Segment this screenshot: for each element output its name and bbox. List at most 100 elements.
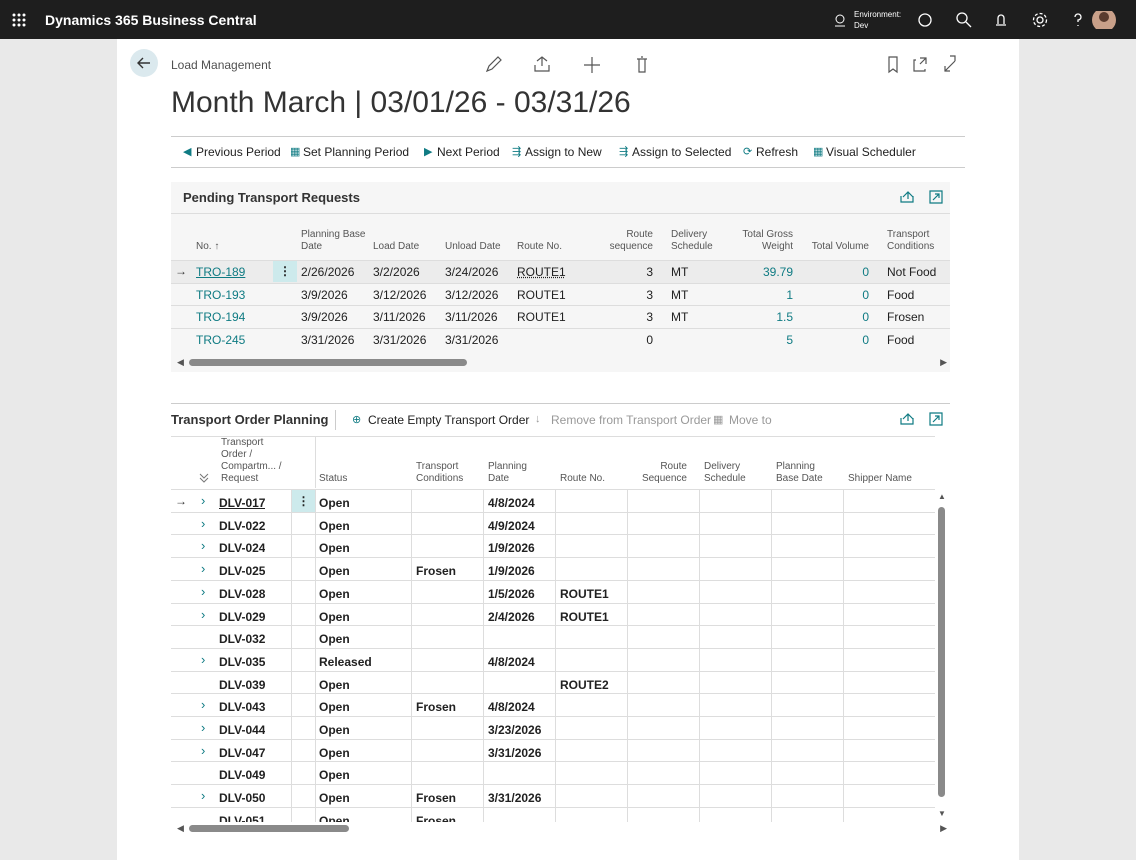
cell-border — [699, 558, 700, 582]
column-header: Planning Base Date — [301, 229, 366, 252]
cell-border — [315, 717, 316, 740]
row — [171, 282, 950, 306]
collapse-all[interactable] — [198, 472, 210, 484]
cell[interactable]: TRO-189 — [196, 265, 246, 279]
cell[interactable]: DLV-044 — [219, 723, 266, 737]
cell: 1/5/2026 — [488, 586, 535, 601]
cell: Food — [887, 333, 915, 348]
app-launcher[interactable] — [12, 13, 26, 27]
v-scrollbar[interactable]: ▲ ▼ — [938, 492, 946, 818]
cell-border — [315, 694, 316, 718]
cell-border — [315, 512, 316, 536]
cell: 1/9/2026 — [488, 541, 535, 556]
expand-toggle[interactable]: › — [201, 515, 206, 531]
column-header: Planning Base Date — [776, 461, 823, 484]
cell[interactable]: TRO-194 — [196, 310, 246, 325]
cell[interactable]: DLV-025 — [219, 564, 266, 579]
cell-border — [315, 626, 316, 650]
action-button[interactable]: Next Period — [437, 145, 500, 159]
page-toolbar[interactable] — [484, 55, 964, 75]
cell: Open — [319, 813, 350, 822]
divider — [171, 136, 965, 137]
h-scrollbar[interactable]: ◀ ▶ — [177, 823, 947, 833]
cell: 0 — [862, 287, 869, 302]
cell[interactable]: DLV-050 — [219, 791, 266, 806]
page-title: Month March | 03/01/26 - 03/31/26 — [171, 86, 631, 119]
action-button[interactable]: Assign to Selected — [632, 145, 732, 159]
cell-border — [483, 580, 484, 604]
row: › DLV-029 Open 2/4/2026 ROUTE1 — [171, 602, 935, 627]
divider — [171, 403, 950, 404]
cell[interactable]: DLV-028 — [219, 586, 266, 601]
row-menu[interactable]: ⋮ — [273, 261, 297, 282]
action-button[interactable]: Create Empty Transport Order — [368, 413, 530, 427]
cell: 3/31/2026 — [373, 333, 427, 348]
cell-border — [555, 512, 556, 536]
cell-border — [411, 626, 412, 650]
part-actions[interactable] — [898, 188, 948, 206]
cell[interactable]: TRO-193 — [196, 287, 246, 302]
expand-toggle[interactable]: › — [201, 720, 206, 735]
cell[interactable]: DLV-047 — [219, 745, 266, 760]
cell-border — [699, 671, 700, 695]
expand-toggle[interactable]: › — [201, 561, 206, 577]
cell[interactable]: DLV-024 — [219, 541, 266, 556]
cell: 3/24/2026 — [445, 265, 499, 279]
action-button[interactable]: Previous Period — [196, 145, 281, 159]
expand-toggle[interactable]: › — [201, 788, 206, 804]
expand-toggle[interactable]: › — [201, 606, 206, 622]
column-header: Status — [319, 473, 348, 484]
expand-toggle[interactable]: › — [201, 538, 206, 554]
cell[interactable]: DLV-035 — [219, 654, 266, 669]
cell: 3/31/2026 — [488, 791, 542, 806]
h-scrollbar[interactable]: ◀ ▶ — [177, 357, 947, 367]
cell: 1.5 — [776, 310, 793, 325]
back-button[interactable] — [130, 49, 160, 79]
cell-border — [291, 626, 292, 650]
cell: Open — [319, 496, 350, 510]
cell[interactable]: DLV-049 — [219, 768, 266, 783]
expand-toggle[interactable]: › — [201, 742, 206, 758]
expand-toggle[interactable]: › — [201, 697, 206, 713]
app-bar-icons[interactable] — [916, 11, 1116, 29]
cell[interactable]: DLV-022 — [219, 518, 266, 533]
cell-border — [843, 535, 844, 559]
expand-toggle[interactable]: › — [201, 651, 206, 667]
action-button[interactable]: Visual Scheduler — [826, 145, 916, 159]
action-button[interactable]: Set Planning Period — [303, 145, 410, 159]
cell-border — [843, 580, 844, 604]
env-icon — [835, 14, 845, 27]
expand-toggle[interactable]: › — [201, 493, 206, 508]
cell: 3/11/2026 — [373, 310, 426, 325]
cell-border — [555, 717, 556, 740]
row-indicator: → — [175, 494, 187, 508]
row: DLV-049 Open — [171, 761, 935, 786]
action-button[interactable]: Assign to New — [525, 145, 602, 159]
action-button[interactable]: Move to — [729, 413, 772, 427]
row-menu[interactable]: ⋮ — [292, 490, 315, 512]
cell[interactable]: DLV-039 — [219, 677, 266, 692]
expand-toggle[interactable]: › — [201, 583, 206, 599]
cell[interactable]: DLV-017 — [219, 496, 266, 510]
column-header: Route sequence — [609, 229, 653, 252]
cell: 3/12/2026 — [445, 287, 499, 302]
part-actions[interactable] — [898, 410, 948, 428]
cell[interactable]: DLV-051 — [219, 813, 266, 822]
cell-border — [315, 603, 316, 627]
cell-border — [627, 762, 628, 786]
cell[interactable]: DLV-029 — [219, 609, 266, 624]
action-button[interactable]: Refresh — [756, 145, 799, 159]
action-button[interactable]: Remove from Transport Order — [551, 413, 712, 427]
page-card — [117, 39, 1019, 860]
cell: Open — [319, 768, 350, 783]
cell: Open — [319, 632, 350, 647]
cell-border — [627, 512, 628, 536]
cell-border — [315, 762, 316, 786]
cell[interactable]: TRO-245 — [196, 333, 246, 348]
cell-border — [699, 785, 700, 809]
divider — [315, 436, 316, 488]
cell[interactable]: DLV-032 — [219, 632, 266, 647]
cell: Open — [319, 700, 350, 715]
cell[interactable]: DLV-043 — [219, 700, 266, 715]
cell: 3 — [646, 265, 653, 279]
